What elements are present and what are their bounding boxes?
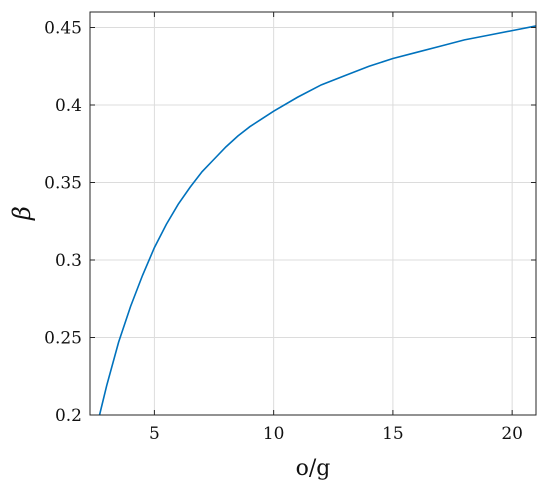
plot-frame [89, 11, 537, 416]
y-tick-label: 0.3 [55, 251, 82, 271]
x-tick-label: 20 [501, 424, 523, 444]
x-tick-label: 10 [263, 424, 285, 444]
x-tick-label: 5 [149, 424, 160, 444]
y-tick-label: 0.25 [44, 329, 82, 349]
x-axis-ticks: 5 10 15 20 [149, 12, 523, 444]
y-tick-label: 0.2 [55, 406, 82, 426]
y-axis-ticks: 0.2 0.25 0.3 0.35 0.4 0.45 [44, 19, 536, 426]
y-tick-label: 0.35 [44, 174, 82, 194]
y-tick-label: 0.4 [55, 96, 82, 116]
x-axis-label: o/g [296, 456, 331, 481]
x-tick-label: 15 [382, 424, 404, 444]
series-line [98, 25, 537, 416]
y-tick-label: 0.45 [44, 19, 82, 39]
grid-lines [90, 12, 536, 416]
y-axis-label: β [8, 206, 36, 221]
